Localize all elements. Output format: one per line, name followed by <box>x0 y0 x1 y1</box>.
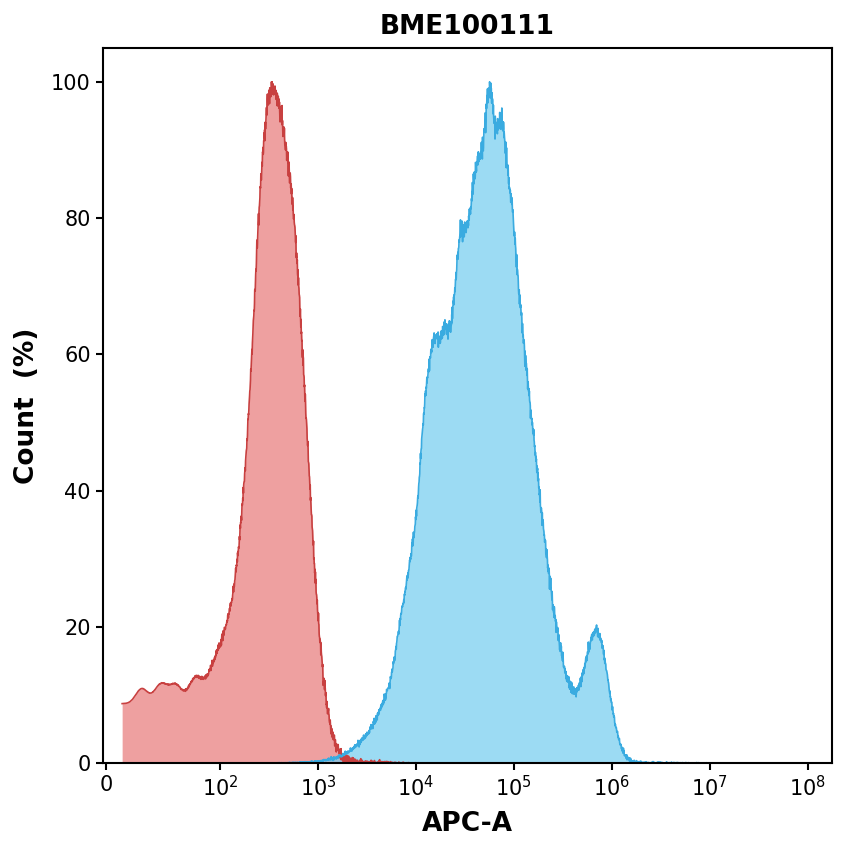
Title: BME100111: BME100111 <box>380 14 555 40</box>
Y-axis label: Count  (%): Count (%) <box>14 327 40 483</box>
X-axis label: APC-A: APC-A <box>422 811 513 837</box>
